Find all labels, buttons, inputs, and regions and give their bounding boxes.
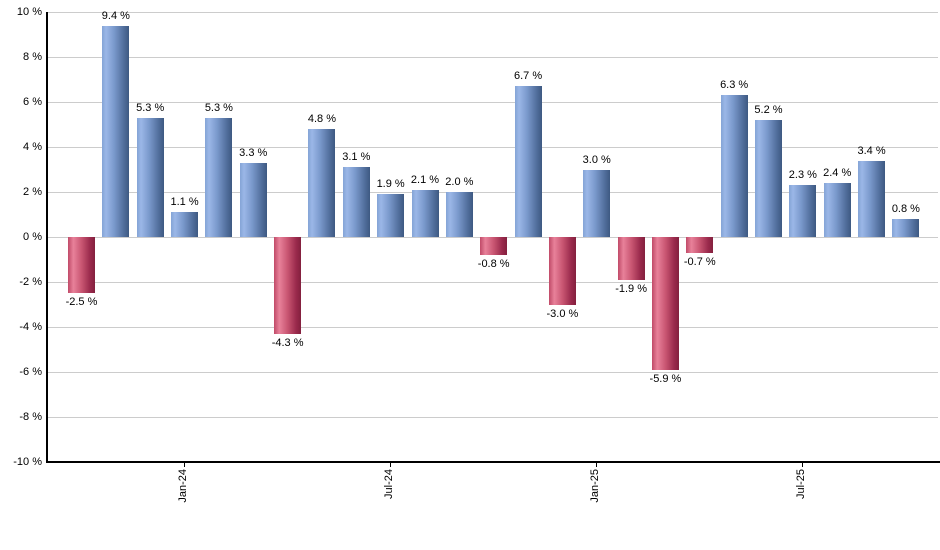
y-axis-label: 6 % — [23, 96, 42, 108]
bar-value-label: 6.7 % — [513, 70, 543, 83]
bar[interactable] — [858, 160, 886, 237]
y-axis-label: -8 % — [19, 411, 42, 423]
gridline — [48, 281, 938, 283]
bar[interactable] — [136, 117, 164, 237]
bar-value-label: 2.1 % — [410, 173, 440, 186]
bar[interactable] — [342, 167, 370, 237]
bar-value-label: -1.9 % — [615, 282, 647, 295]
bar-value-label: 9.4 % — [101, 9, 130, 22]
bar[interactable] — [789, 185, 817, 237]
bar[interactable] — [239, 162, 267, 237]
bar[interactable] — [651, 237, 679, 370]
bar-value-label: 4.8 % — [307, 113, 336, 125]
bar[interactable] — [823, 183, 851, 237]
bar[interactable] — [171, 212, 199, 237]
x-axis-tick — [184, 462, 186, 467]
bar-value-label: 3.4 % — [857, 144, 886, 157]
bar-value-label: 0.8 % — [891, 203, 920, 215]
y-axis-label: 2 % — [23, 186, 42, 198]
gridline — [48, 146, 938, 148]
bar[interactable] — [720, 95, 748, 237]
gridline — [48, 416, 938, 418]
bar[interactable] — [68, 237, 95, 294]
gridline — [48, 56, 938, 58]
bar-value-label: 3.3 % — [239, 146, 268, 159]
x-axis-tick — [802, 462, 804, 467]
bar[interactable] — [102, 25, 130, 237]
y-axis-label: 8 % — [23, 51, 42, 63]
bar-value-label: 1.1 % — [170, 196, 199, 209]
bar[interactable] — [308, 129, 336, 237]
bar[interactable] — [548, 237, 576, 305]
bar-value-label: 2.4 % — [823, 167, 852, 179]
gridline — [48, 326, 938, 328]
x-axis-label: Jul-25 — [794, 469, 807, 499]
bar-value-label: 2.0 % — [445, 176, 474, 188]
bar[interactable] — [617, 237, 645, 280]
x-axis-label: Jul-24 — [382, 469, 395, 499]
gridline — [48, 11, 938, 13]
bar-value-label: 1.9 % — [376, 178, 405, 191]
bar-value-label: -3.0 % — [546, 307, 579, 320]
y-axis-line — [46, 12, 48, 462]
bar[interactable] — [445, 192, 473, 237]
bar-value-label: 3.1 % — [342, 151, 371, 164]
y-axis-label: -10 % — [13, 456, 42, 468]
x-axis-tick — [596, 462, 598, 467]
bar-value-label: -2.5 % — [65, 296, 98, 309]
gridline — [48, 371, 938, 373]
x-axis-tick — [390, 462, 392, 467]
y-axis-label: 4 % — [23, 141, 42, 153]
bar[interactable] — [583, 169, 611, 237]
bar[interactable] — [411, 189, 439, 237]
gridline — [48, 191, 938, 193]
x-axis-label: Jan-24 — [176, 469, 189, 503]
y-axis-label: 0 % — [23, 231, 42, 243]
bar-value-label: 5.3 % — [204, 101, 233, 114]
bar[interactable] — [377, 194, 405, 237]
bar[interactable] — [755, 120, 782, 237]
bar-value-label: 6.3 % — [720, 79, 749, 92]
bar[interactable] — [514, 86, 542, 237]
x-axis-label: Jan-25 — [588, 469, 601, 503]
bar-value-label: -4.3 % — [271, 336, 304, 349]
bar-value-label: -0.8 % — [477, 258, 510, 270]
bar-value-label: -0.7 % — [683, 255, 716, 268]
bar-value-label: -5.9 % — [649, 372, 682, 385]
y-axis-label: 10 % — [16, 6, 42, 18]
bar-value-label: 2.3 % — [788, 169, 817, 182]
bar[interactable] — [274, 237, 302, 334]
bar[interactable] — [892, 219, 920, 237]
bar-value-label: 5.2 % — [754, 104, 783, 116]
bar[interactable] — [686, 237, 714, 253]
bar-value-label: 3.0 % — [582, 153, 611, 166]
x-axis-line — [46, 461, 940, 463]
bar[interactable] — [480, 237, 508, 255]
y-axis-label: -6 % — [19, 366, 42, 378]
gridline — [48, 101, 938, 103]
y-axis-label: -2 % — [19, 276, 42, 288]
y-axis-label: -4 % — [19, 321, 42, 333]
bar[interactable] — [205, 117, 233, 237]
bar-value-label: 5.3 % — [136, 101, 165, 114]
